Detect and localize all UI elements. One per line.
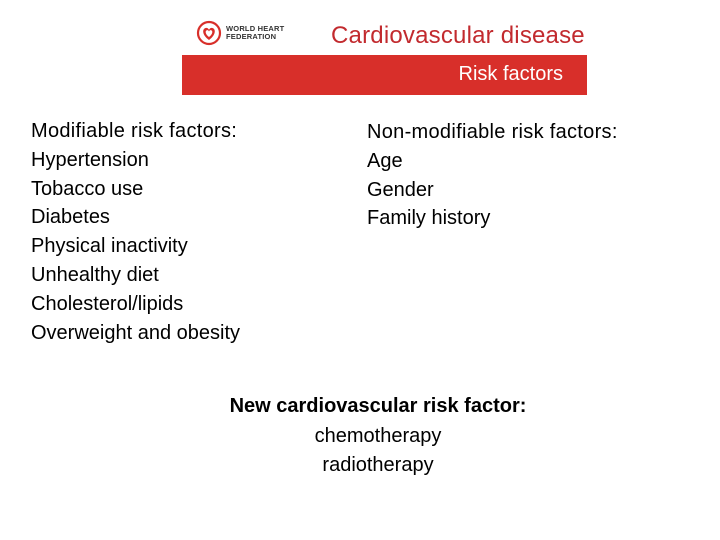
logo-wordmark: WORLD HEART FEDERATION xyxy=(226,25,284,41)
slide-title: Cardiovascular disease xyxy=(331,22,585,49)
non-modifiable-risk-factors: Non-modifiable risk factors: Age Gender … xyxy=(367,118,618,233)
modifiable-risk-factors: Modifiable risk factors: Hypertension To… xyxy=(31,117,240,347)
risk-item-unhealthy-diet: Unhealthy diet xyxy=(31,263,159,286)
new-risk-factor: New cardiovascular risk factor: chemothe… xyxy=(90,392,666,481)
new-factor-heading: New cardiovascular risk factor: xyxy=(229,395,527,417)
risk-item-hypertension: Hypertension xyxy=(31,148,149,171)
logo-line-1: WORLD HEART xyxy=(226,24,285,33)
banner-label: Risk factors xyxy=(458,63,563,85)
risk-item-overweight: Overweight and obesity xyxy=(31,321,241,344)
risk-item-diabetes: Diabetes xyxy=(31,206,110,229)
risk-item-age: Age xyxy=(367,149,403,172)
modifiable-heading: Modifiable risk factors: xyxy=(31,120,238,142)
logo-line-2: FEDERATION xyxy=(226,32,277,41)
risk-item-gender: Gender xyxy=(367,178,434,201)
risk-item-cholesterol: Cholesterol/lipids xyxy=(31,292,184,315)
non-modifiable-heading: Non-modifiable risk factors: xyxy=(367,121,618,143)
risk-item-physical-inactivity: Physical inactivity xyxy=(31,235,188,258)
risk-item-tobacco: Tobacco use xyxy=(31,177,144,200)
world-heart-federation-logo: WORLD HEART FEDERATION xyxy=(196,18,284,48)
risk-item-radiotherapy: radiotherapy xyxy=(322,454,434,476)
risk-factors-banner: Risk factors xyxy=(182,55,587,95)
risk-item-family-history: Family history xyxy=(367,207,491,230)
risk-item-chemotherapy: chemotherapy xyxy=(314,424,442,447)
heart-logo-icon xyxy=(196,20,222,46)
